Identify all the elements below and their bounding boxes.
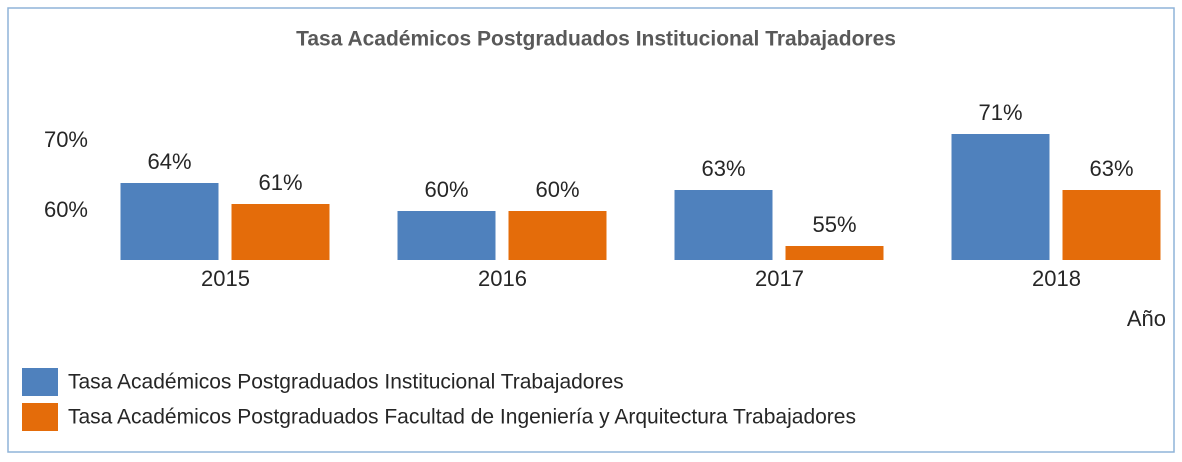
legend-swatch: [22, 403, 58, 431]
bar: [1062, 190, 1161, 260]
bar: [674, 190, 773, 260]
chart-border: [7, 7, 1175, 453]
y-tick-label: 60%: [44, 197, 88, 222]
legend-label: Tasa Académicos Postgraduados Institucio…: [68, 371, 624, 394]
y-tick-label: 70%: [44, 127, 88, 152]
x-tick-label: 2018: [1032, 266, 1081, 291]
bar: [785, 246, 884, 260]
legend-swatch: [22, 368, 58, 396]
x-axis-label: Año: [1127, 306, 1166, 331]
chart-title: Tasa Académicos Postgraduados Institucio…: [296, 28, 896, 51]
bar: [951, 134, 1050, 260]
value-label: 71%: [978, 100, 1022, 125]
x-tick-label: 2016: [478, 266, 527, 291]
value-label: 60%: [424, 177, 468, 202]
bar: [508, 211, 607, 260]
value-label: 61%: [258, 170, 302, 195]
bar: [397, 211, 496, 260]
legend-label: Tasa Académicos Postgraduados Facultad d…: [68, 406, 856, 429]
value-label: 64%: [147, 149, 191, 174]
x-tick-label: 2015: [201, 266, 250, 291]
bar: [231, 204, 330, 260]
value-label: 55%: [812, 212, 856, 237]
x-tick-label: 2017: [755, 266, 804, 291]
value-label: 60%: [535, 177, 579, 202]
value-label: 63%: [701, 156, 745, 181]
value-label: 63%: [1089, 156, 1133, 181]
bar: [120, 183, 219, 260]
